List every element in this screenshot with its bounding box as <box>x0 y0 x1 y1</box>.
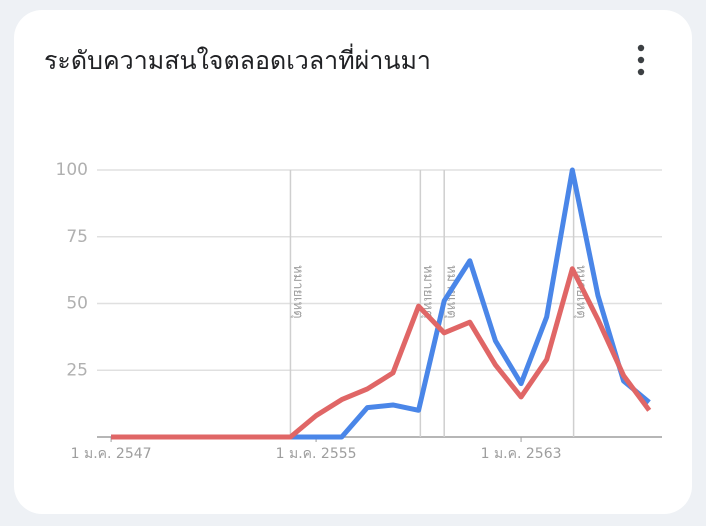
series-line <box>111 266 652 440</box>
menu-button[interactable] <box>637 44 645 76</box>
chart-title: ระดับความสนใจตลอดเวลาที่ผ่านมา <box>44 43 431 75</box>
y-tick-label: 100 <box>56 160 88 180</box>
x-tick-label: 1 ม.ค. 2555 <box>276 446 357 462</box>
y-tick-label: 75 <box>66 227 88 247</box>
x-tick-label: 1 ม.ค. 2563 <box>481 446 562 462</box>
card <box>14 10 692 514</box>
annotation-label: หมายเหตุ <box>420 265 435 319</box>
annotation-label: หมายเหตุ <box>290 265 305 319</box>
y-tick-label: 25 <box>66 360 88 380</box>
x-tick-label: 1 ม.ค. 2547 <box>71 446 152 462</box>
y-tick-label: 50 <box>66 294 88 314</box>
